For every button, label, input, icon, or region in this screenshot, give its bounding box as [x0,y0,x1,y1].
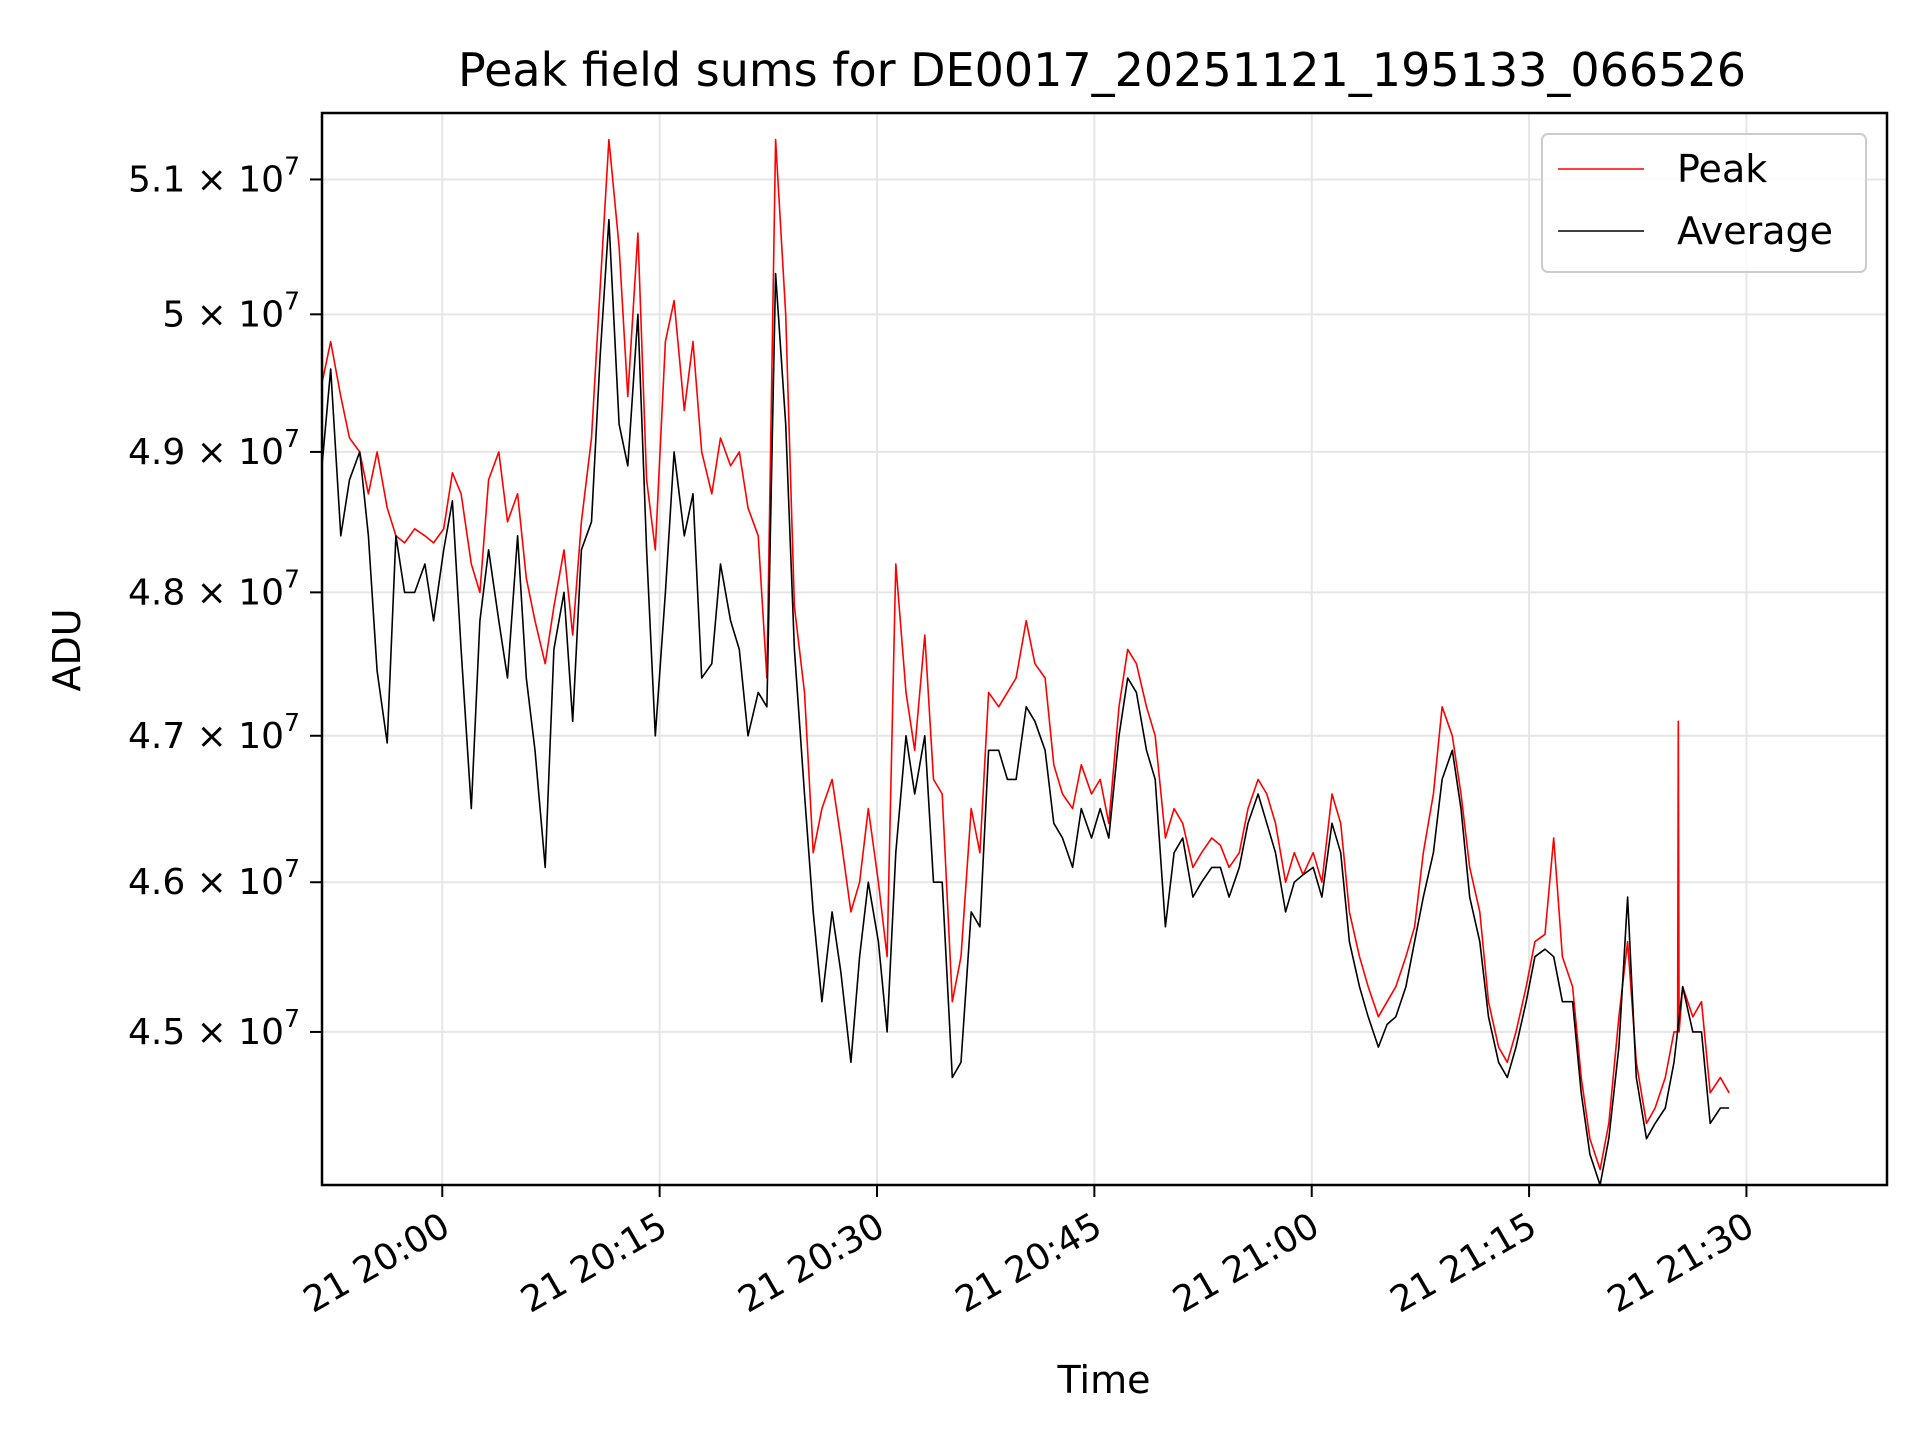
x-tick-label: 21 21:15 [1384,1205,1544,1321]
series-line-peak [321,138,1730,1171]
x-tick-label: 21 21:30 [1601,1205,1761,1321]
y-tick-label: 4.5 × 107 [128,1004,300,1053]
x-tick-label: 21 20:45 [949,1205,1109,1321]
y-tick-label: 4.9 × 107 [128,424,300,473]
plot-frame [320,111,1889,1187]
chart-title: Peak field sums for DE0017_20251121_1951… [458,43,1746,97]
y-axis-label: ADU [45,608,89,691]
y-tick-label: 4.7 × 107 [128,708,300,757]
y-tick-label: 5 × 107 [162,286,300,335]
grid [322,113,1887,1185]
y-axis: 4.5 × 107 4.6 × 107 4.7 × 107 4.8 × 107 4.9 … [128,151,322,1053]
y-tick-label: 4.8 × 107 [128,564,300,613]
x-tick-label: 21 20:00 [297,1205,457,1321]
x-tick-label: 21 20:15 [514,1205,674,1321]
plot-area [321,138,1730,1186]
legend-average-label: Average [1677,209,1833,253]
x-axis: 21 20:00 21 20:15 21 20:30 21 20:45 21 21:00… [297,1185,1761,1321]
x-axis-label: Time [1057,1358,1151,1402]
y-tick-label: 4.6 × 107 [128,854,300,903]
legend: Peak Average [1541,133,1867,273]
x-tick-label: 21 20:30 [732,1205,892,1321]
x-tick-label: 21 21:00 [1166,1205,1326,1321]
y-tick-label: 5.1 × 107 [128,151,300,200]
legend-peak-label: Peak [1677,147,1767,191]
series-line-average [321,218,1730,1186]
